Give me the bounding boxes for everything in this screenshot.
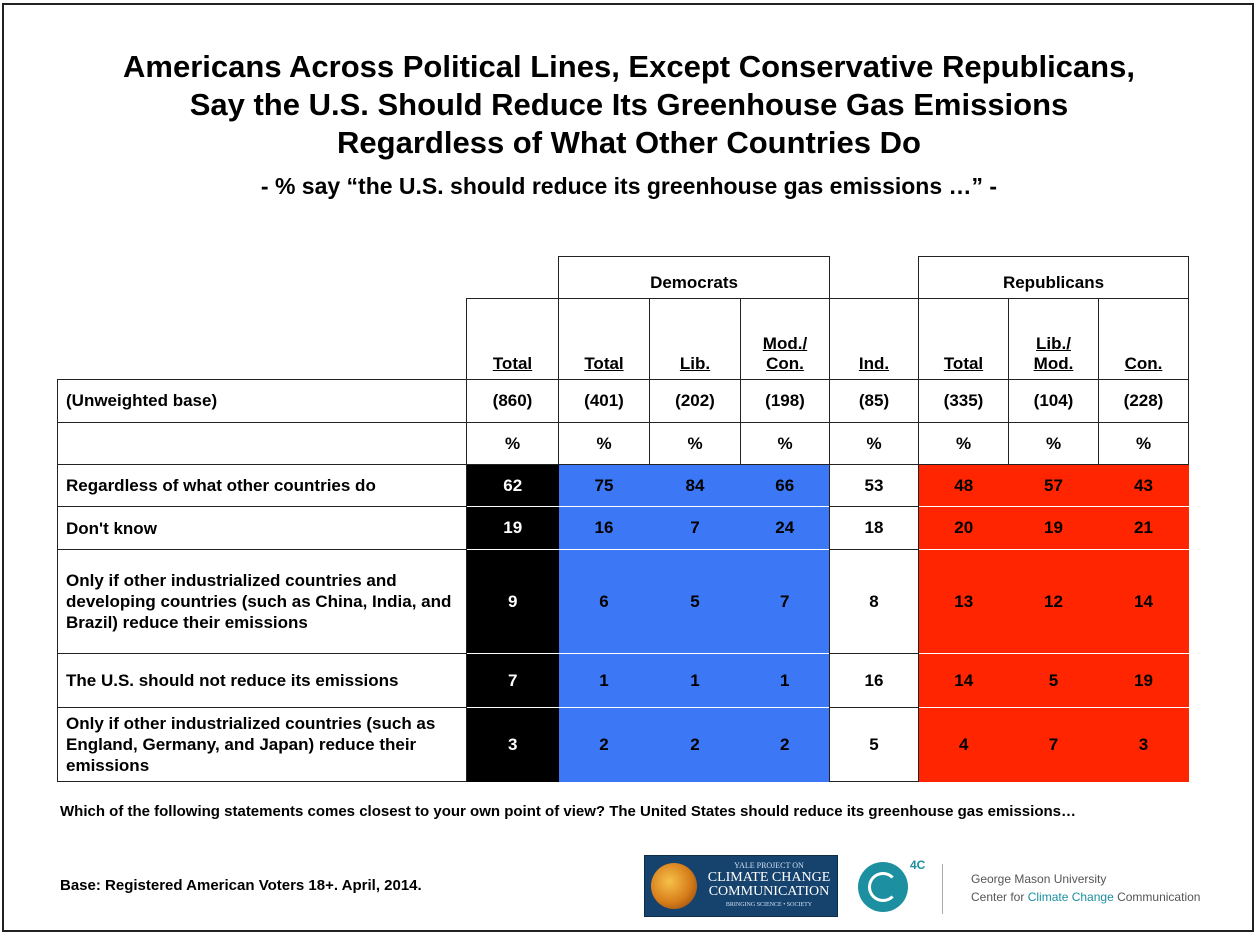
value-cell-rep-libmod: 5 [1008,653,1099,708]
base-value: (860) [466,379,559,423]
value-cell-dem-lib: 5 [649,549,741,654]
col-header-dem-modcon: Mod./Con. [740,298,830,380]
base-value: (228) [1098,379,1189,423]
value-cell-rep-total: 48 [918,464,1009,507]
table-row: Don't know 19 16 7 24 18 20 19 21 [57,506,1189,550]
value-cell-ind: 8 [829,549,919,654]
value-cell-rep-libmod: 7 [1008,707,1099,782]
percent-row: % % % % % % % % [57,422,1189,465]
percent-sign: % [829,422,919,465]
value-cell-dem-modcon: 66 [740,464,830,507]
row-label: The U.S. should not reduce its emissions [57,653,467,708]
title-line-2: Say the U.S. Should Reduce Its Greenhous… [189,87,1069,122]
value-cell-dem-modcon: 7 [740,549,830,654]
value-cell-dem-lib: 1 [649,653,741,708]
value-cell-total: 19 [466,506,559,550]
table-row: Only if other industrialized countries (… [57,707,1189,782]
col-header-ind: Ind. [829,298,919,380]
value-cell-total: 9 [466,549,559,654]
value-cell-dem-lib: 7 [649,506,741,550]
row-label: Only if other industrialized countries a… [57,549,467,654]
value-cell-rep-total: 14 [918,653,1009,708]
base-label: (Unweighted base) [57,379,467,423]
col-header-rep-total: Total [918,298,1009,380]
value-cell-dem-total: 75 [558,464,650,507]
percent-sign: % [918,422,1009,465]
value-cell-rep-con: 19 [1098,653,1189,708]
chart-title: Americans Across Political Lines, Except… [0,48,1258,162]
base-row: (Unweighted base) (860) (401) (202) (198… [57,379,1189,423]
base-value: (401) [558,379,650,423]
table-row: Regardless of what other countries do 62 7… [57,464,1189,507]
gmu-logo-text: George Mason University Center for Clima… [971,872,1201,904]
col-header-dem-lib: Lib. [649,298,741,380]
value-cell-dem-modcon: 24 [740,506,830,550]
yale-climate-logo: YALE PROJECT ON CLIMATE CHANGE COMMUNICAT… [644,855,838,917]
row-label: Don't know [57,506,467,550]
slide-frame [2,3,1254,932]
value-cell-rep-con: 21 [1098,506,1189,550]
value-cell-dem-total: 1 [558,653,650,708]
question-footnote: Which of the following statements comes … [60,803,1076,820]
col-header-rep-libmod: Lib./Mod. [1008,298,1099,380]
globe-icon [651,863,697,909]
value-cell-rep-libmod: 57 [1008,464,1099,507]
value-cell-ind: 18 [829,506,919,550]
4c-logo-icon [858,862,908,912]
table-row: The U.S. should not reduce its emissions… [57,653,1189,708]
column-header-row: Total Total Lib. Mod./Con. Ind. Total Li… [58,298,1189,380]
base-value: (85) [829,379,919,423]
logo-divider [942,864,943,914]
title-line-3: Regardless of What Other Countries Do [337,125,921,160]
4c-logo-text: 4C [910,858,926,872]
value-cell-total: 62 [466,464,559,507]
republicans-group-label: Republicans [918,256,1189,299]
base-value: (202) [649,379,741,423]
base-value: (104) [1008,379,1099,423]
value-cell-dem-total: 2 [558,707,650,782]
value-cell-dem-total: 6 [558,549,650,654]
base-note: Base: Registered American Voters 18+. Ap… [60,877,422,894]
percent-sign: % [740,422,830,465]
value-cell-dem-total: 16 [558,506,650,550]
value-cell-rep-total: 20 [918,506,1009,550]
value-cell-dem-lib: 2 [649,707,741,782]
row-label: Only if other industrialized countries (… [57,707,467,782]
value-cell-ind: 53 [829,464,919,507]
value-cell-rep-libmod: 19 [1008,506,1099,550]
value-cell-dem-modcon: 1 [740,653,830,708]
base-value: (198) [740,379,830,423]
title-line-1: Americans Across Political Lines, Except… [123,49,1135,84]
value-cell-total: 7 [466,653,559,708]
chart-subtitle: - % say “the U.S. should reduce its gree… [260,173,998,199]
percent-sign: % [1008,422,1099,465]
value-cell-ind: 5 [829,707,919,782]
col-header-dem-total: Total [558,298,650,380]
percent-sign: % [1098,422,1189,465]
results-table: Democrats Republicans Total Total Lib. M… [57,256,1189,782]
value-cell-dem-lib: 84 [649,464,741,507]
value-cell-rep-total: 4 [918,707,1009,782]
value-cell-rep-con: 3 [1098,707,1189,782]
value-cell-dem-modcon: 2 [740,707,830,782]
col-header-rep-con: Con. [1098,298,1189,380]
base-value: (335) [918,379,1009,423]
col-header-total: Total [466,298,559,380]
value-cell-rep-con: 43 [1098,464,1189,507]
democrats-group-label: Democrats [558,256,830,299]
value-cell-rep-total: 13 [918,549,1009,654]
percent-sign: % [649,422,741,465]
row-label: Regardless of what other countries do [57,464,467,507]
value-cell-ind: 16 [829,653,919,708]
group-header-row: Democrats Republicans [58,256,1189,299]
percent-sign: % [558,422,650,465]
value-cell-rep-libmod: 12 [1008,549,1099,654]
value-cell-total: 3 [466,707,559,782]
value-cell-rep-con: 14 [1098,549,1189,654]
percent-sign: % [466,422,559,465]
table-row: Only if other industrialized countries a… [57,549,1189,654]
